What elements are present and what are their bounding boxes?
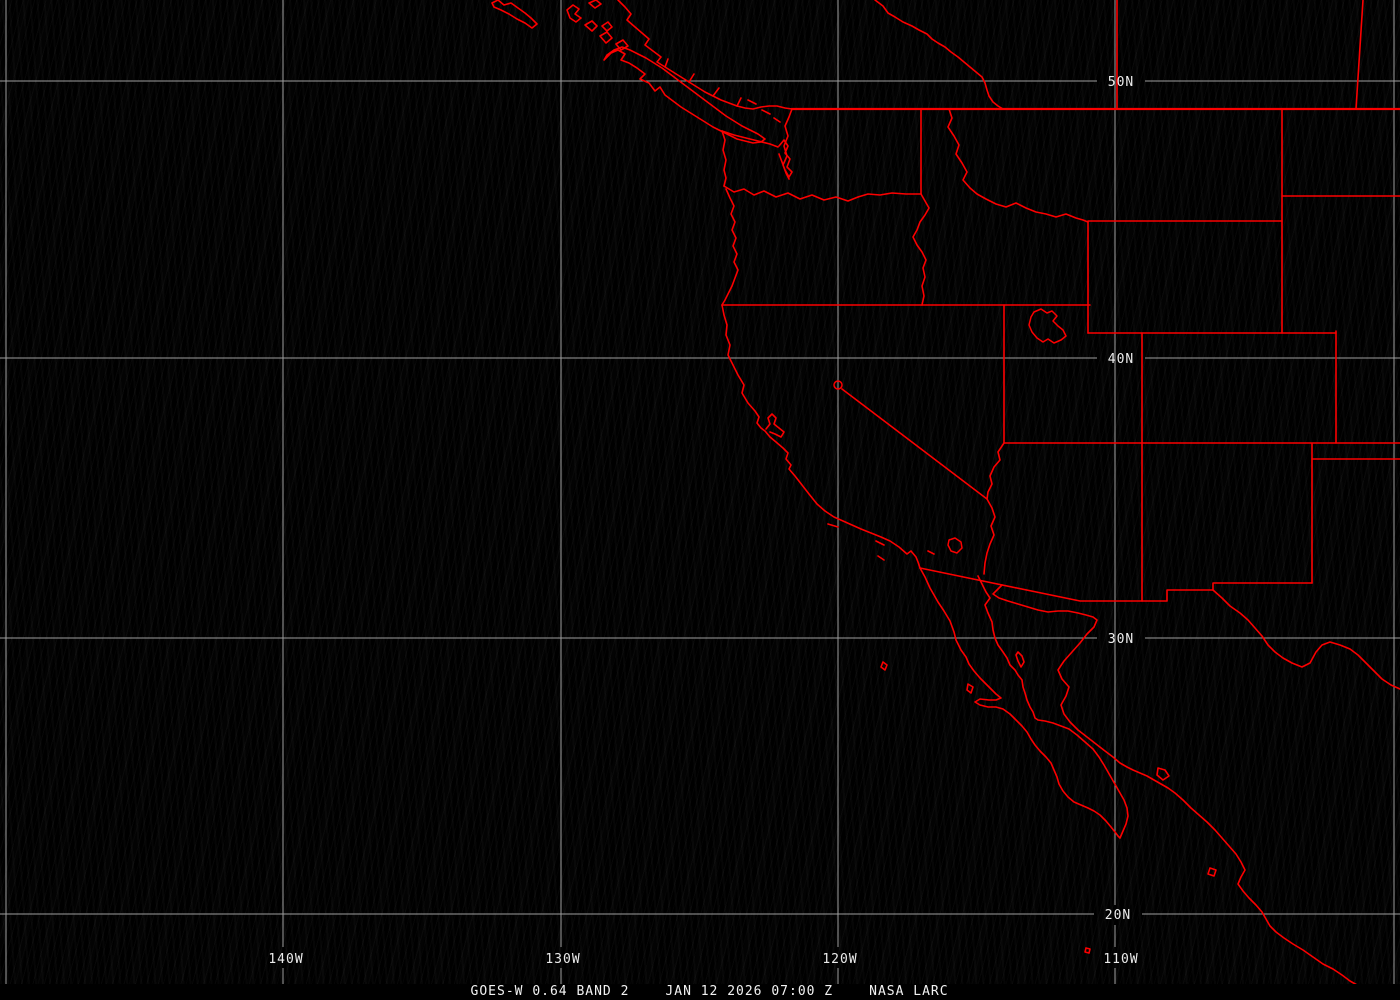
caption-credit: NASA LARC	[869, 984, 949, 999]
angel-de-la-guarda-island	[1015, 651, 1025, 668]
bc-alberta-border	[874, 0, 1004, 110]
mazatlan-offshore-island	[1207, 867, 1217, 877]
political-boundaries-layer	[721, 0, 1400, 690]
vancouver-island-coast	[603, 46, 766, 144]
latitude-label-50n: 50N	[1108, 75, 1134, 90]
colorado-river-state-border	[983, 442, 1005, 575]
strait-of-georgia-islands	[747, 99, 781, 123]
baja-california-coast	[919, 567, 1129, 839]
latitude-label-40n: 40N	[1108, 352, 1134, 367]
bc-mainland-coast	[617, 0, 793, 110]
latitude-label-30n: 30N	[1108, 632, 1134, 647]
coastline-layer	[491, 0, 1364, 989]
oregon-idaho-border	[912, 193, 930, 306]
us-mexico-border	[919, 567, 1313, 602]
caption-timestamp: JAN 12 2026 07:00 Z	[665, 984, 834, 999]
washington-outer-coast	[721, 130, 727, 187]
saskatchewan-manitoba-border	[1355, 0, 1364, 110]
bc-fjord-inlets	[664, 58, 742, 107]
rio-grande	[1212, 589, 1400, 690]
olympic-peninsula-north-coast	[721, 130, 779, 148]
caption-bar: GOES-W 0.64 BAND 2 JAN 12 2026 07:00 Z NAS…	[0, 984, 1400, 1000]
channel-islands	[827, 523, 935, 561]
caption-product: GOES-W 0.64 BAND 2	[470, 984, 630, 999]
longitude-label-110w: 110W	[1103, 952, 1138, 967]
guadalupe-island	[880, 661, 888, 671]
california-nevada-border	[841, 388, 988, 500]
idaho-montana-border	[947, 108, 1089, 223]
puget-sound-coast	[778, 108, 793, 180]
socorro-island	[1084, 947, 1091, 954]
latitude-label-20n: 20N	[1105, 908, 1131, 923]
bc-islands	[566, 0, 629, 51]
oregon-coast	[721, 188, 739, 306]
caption-text: GOES-W 0.64 BAND 2 JAN 12 2026 07:00 Z NAS…	[471, 984, 949, 999]
sonora-sinaloa-coast	[992, 584, 1364, 989]
california-coast	[721, 304, 921, 569]
lake-tahoe	[833, 380, 843, 390]
longitude-label-140w: 140W	[268, 952, 303, 967]
washington-oregon-border	[723, 185, 922, 202]
cedros-island	[966, 683, 974, 694]
graticule-labels: 50N 40N 30N 20N 140W 130W 120W 110W	[268, 75, 1138, 967]
lakes-layer	[833, 308, 1067, 554]
great-salt-lake	[1028, 308, 1067, 344]
haida-gwaii-coast	[491, 0, 538, 29]
san-francisco-bay	[765, 413, 785, 438]
longitude-label-120w: 120W	[822, 952, 857, 967]
tiburon-island	[1156, 767, 1170, 781]
salton-sea	[947, 537, 963, 554]
longitude-label-130w: 130W	[545, 952, 580, 967]
